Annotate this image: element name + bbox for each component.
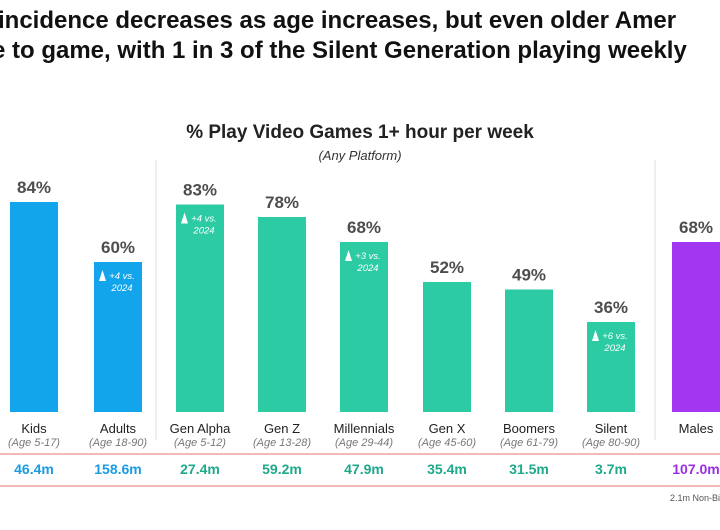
- category-label-8: Males: [679, 421, 714, 436]
- value-label-2: 83%: [183, 181, 217, 200]
- age-range-label-7: (Age 80-90): [582, 437, 640, 449]
- population-label-2: 27.4m: [180, 461, 220, 477]
- value-label-0: 84%: [17, 178, 51, 197]
- value-label-6: 49%: [512, 266, 546, 285]
- bar-6: [505, 289, 553, 412]
- bar-3: [258, 217, 306, 412]
- category-label-0: Kids: [21, 421, 47, 436]
- population-label-3: 59.2m: [262, 461, 302, 477]
- value-label-7: 36%: [594, 298, 628, 317]
- change-label-7: +6 vs.: [602, 331, 628, 342]
- population-label-8: 107.0m: [672, 461, 719, 477]
- value-label-5: 52%: [430, 258, 464, 277]
- bar-0: [10, 202, 58, 412]
- change-label-1: +4 vs.: [109, 271, 135, 282]
- increase-triangle-icon: [181, 212, 188, 224]
- value-label-3: 78%: [265, 193, 299, 212]
- bar-4: [340, 242, 388, 412]
- footnote: 2.1m Non-Bi: [669, 493, 720, 503]
- age-range-label-4: (Age 29-44): [335, 437, 393, 449]
- age-range-label-5: (Age 45-60): [418, 437, 476, 449]
- bar-1: [94, 262, 142, 412]
- category-label-4: Millennials: [334, 421, 395, 436]
- category-label-3: Gen Z: [264, 421, 300, 436]
- population-label-5: 35.4m: [427, 461, 467, 477]
- bar-5: [423, 282, 471, 412]
- age-range-label-0: (Age 5-17): [8, 437, 60, 449]
- population-label-6: 31.5m: [509, 461, 549, 477]
- change-year-7: 2024: [603, 343, 625, 354]
- increase-triangle-icon: [99, 270, 106, 281]
- headline-line-1: incidence decreases as age increases, bu…: [0, 7, 677, 34]
- chart-title: % Play Video Games 1+ hour per week: [186, 122, 534, 143]
- bar-2: [176, 204, 224, 412]
- population-label-0: 46.4m: [14, 461, 54, 477]
- category-label-6: Boomers: [503, 421, 556, 436]
- value-label-4: 68%: [347, 218, 381, 237]
- change-label-2: +4 vs.: [191, 214, 217, 225]
- change-year-4: 2024: [356, 263, 378, 274]
- chart-subtitle: (Any Platform): [318, 148, 402, 163]
- age-range-label-2: (Age 5-12): [174, 437, 226, 449]
- value-label-1: 60%: [101, 238, 135, 257]
- category-label-1: Adults: [100, 421, 137, 436]
- change-year-1: 2024: [110, 283, 132, 294]
- value-label-8: 68%: [679, 218, 713, 237]
- population-label-4: 47.9m: [344, 461, 384, 477]
- increase-triangle-icon: [345, 250, 352, 261]
- category-label-7: Silent: [595, 421, 628, 436]
- change-label-4: +3 vs.: [355, 251, 381, 262]
- bar-8: [672, 242, 720, 412]
- category-label-5: Gen X: [429, 421, 466, 436]
- category-label-2: Gen Alpha: [170, 421, 231, 436]
- age-range-label-1: (Age 18-90): [89, 437, 147, 449]
- population-label-1: 158.6m: [94, 461, 141, 477]
- increase-triangle-icon: [592, 330, 599, 341]
- headline-line-2: e to game, with 1 in 3 of the Silent Gen…: [0, 37, 687, 64]
- change-year-2: 2024: [192, 226, 214, 237]
- age-range-label-3: (Age 13-28): [253, 437, 311, 449]
- age-range-label-6: (Age 61-79): [500, 437, 558, 449]
- population-label-7: 3.7m: [595, 461, 627, 477]
